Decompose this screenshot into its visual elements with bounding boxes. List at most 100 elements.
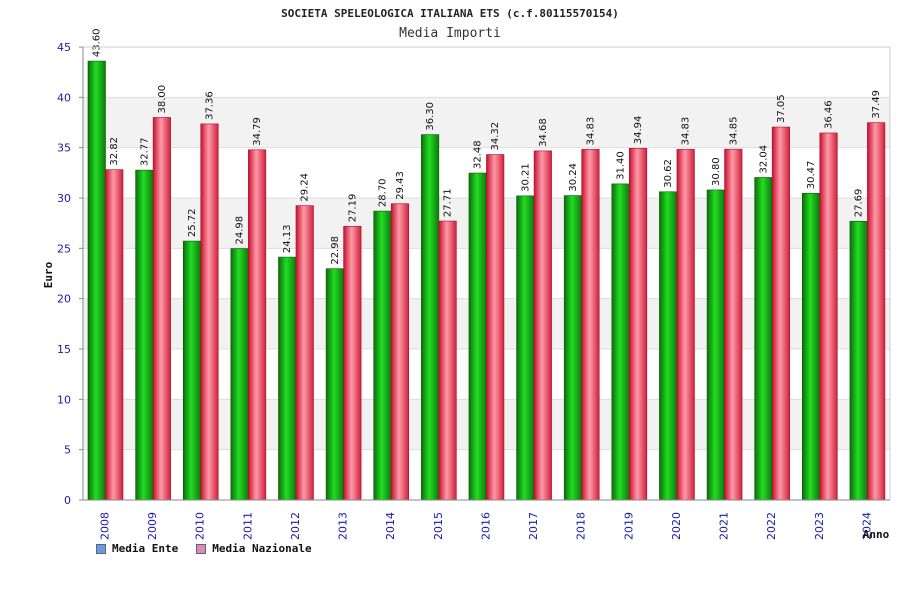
x-tick-label: 2020 bbox=[670, 512, 683, 540]
data-label: 30.21 bbox=[520, 163, 531, 192]
bar-media-nazionale-2011 bbox=[248, 149, 267, 501]
y-tick-label: 20 bbox=[57, 293, 71, 306]
data-label: 24.98 bbox=[235, 216, 246, 245]
bar-media-ente-2023 bbox=[801, 192, 821, 501]
y-tick-label: 25 bbox=[57, 242, 71, 255]
bar-media-ente-2016 bbox=[468, 172, 487, 501]
bars bbox=[87, 60, 886, 501]
data-label: 32.77 bbox=[139, 137, 150, 166]
bar-media-nazionale-2017 bbox=[533, 150, 552, 501]
x-tick-label: 2023 bbox=[813, 512, 826, 540]
data-label: 34.68 bbox=[538, 118, 549, 147]
data-label: 28.70 bbox=[377, 178, 388, 207]
bar-media-ente-2014 bbox=[373, 210, 392, 501]
bar-media-ente-2008 bbox=[87, 60, 106, 501]
x-tick-label: 2010 bbox=[194, 512, 207, 540]
chart-subtitle: Media Importi bbox=[399, 26, 501, 41]
bar-media-ente-2009 bbox=[135, 169, 154, 501]
legend-label-media-nazionale: Media Nazionale bbox=[212, 542, 312, 555]
x-tick-label: 2009 bbox=[146, 512, 159, 540]
x-tick-label: 2018 bbox=[575, 512, 588, 540]
data-label: 34.83 bbox=[681, 117, 692, 146]
data-label: 30.62 bbox=[663, 159, 674, 188]
y-axis-label: Euro bbox=[42, 261, 55, 288]
legend: Media Ente Media Nazionale bbox=[96, 542, 312, 555]
bar-media-nazionale-2010 bbox=[200, 123, 219, 501]
x-tick-label: 2022 bbox=[765, 512, 778, 540]
data-label: 37.05 bbox=[776, 94, 787, 123]
bar-media-ente-2020 bbox=[659, 191, 678, 501]
data-label: 30.24 bbox=[568, 163, 579, 192]
bar-media-nazionale-2016 bbox=[486, 154, 505, 501]
bar-media-ente-2010 bbox=[182, 240, 202, 501]
y-tick-label: 10 bbox=[57, 393, 71, 406]
bar-media-nazionale-2022 bbox=[771, 126, 790, 501]
bar-media-ente-2015 bbox=[421, 134, 440, 501]
x-tick-label: 2015 bbox=[432, 512, 445, 540]
data-label: 27.19 bbox=[347, 194, 358, 223]
data-label: 34.79 bbox=[252, 117, 263, 146]
bar-media-nazionale-2023 bbox=[819, 132, 838, 501]
chart-title: SOCIETA SPELEOLOGICA ITALIANA ETS (c.f.8… bbox=[281, 7, 619, 20]
x-tick-label: 2013 bbox=[337, 512, 350, 540]
bar-media-ente-2012 bbox=[278, 256, 297, 501]
data-labels: 43.60 32.82 32.77 38.00 25.72 37.36 24.98 34.79… bbox=[92, 28, 882, 264]
data-label: 29.24 bbox=[300, 173, 311, 202]
y-tick-label: 30 bbox=[57, 192, 71, 205]
y-tick-label: 35 bbox=[57, 142, 71, 155]
data-label: 30.80 bbox=[711, 157, 722, 186]
bar-media-nazionale-2021 bbox=[724, 148, 743, 501]
data-label: 34.83 bbox=[585, 117, 596, 146]
bar-media-ente-2024 bbox=[849, 220, 868, 501]
bar-media-ente-2011 bbox=[230, 248, 249, 501]
bar-media-ente-2021 bbox=[706, 189, 725, 501]
data-label: 34.32 bbox=[490, 122, 501, 151]
bar-media-ente-2019 bbox=[611, 183, 630, 501]
data-label: 27.69 bbox=[854, 189, 865, 218]
x-tick-label: 2008 bbox=[99, 512, 112, 540]
bar-media-nazionale-2014 bbox=[390, 203, 410, 501]
y-tick-label: 45 bbox=[57, 41, 71, 54]
data-label: 32.04 bbox=[758, 145, 769, 174]
legend-swatch-media-nazionale bbox=[196, 543, 207, 554]
data-label: 27.71 bbox=[443, 188, 454, 217]
bar-media-ente-2013 bbox=[325, 268, 344, 501]
legend-item-media-nazionale: Media Nazionale bbox=[196, 542, 312, 555]
data-label: 37.49 bbox=[871, 90, 882, 119]
data-label: 25.72 bbox=[187, 208, 198, 237]
data-label: 29.43 bbox=[395, 171, 406, 200]
data-label: 32.82 bbox=[109, 137, 120, 166]
x-tick-label: 2014 bbox=[384, 512, 397, 540]
bar-media-nazionale-2020 bbox=[676, 149, 695, 501]
bar-media-nazionale-2013 bbox=[343, 225, 362, 501]
legend-item-media-ente: Media Ente bbox=[96, 542, 178, 555]
bar-media-nazionale-2009 bbox=[152, 117, 171, 501]
data-label: 36.46 bbox=[824, 100, 835, 129]
data-label: 31.40 bbox=[616, 151, 627, 180]
y-tick-label: 5 bbox=[64, 444, 71, 457]
data-label: 30.47 bbox=[806, 161, 817, 190]
bar-media-nazionale-2012 bbox=[295, 205, 314, 501]
data-label: 36.30 bbox=[425, 102, 436, 131]
legend-label-media-ente: Media Ente bbox=[112, 542, 179, 555]
data-label: 22.98 bbox=[330, 236, 341, 265]
data-label: 43.60 bbox=[92, 28, 103, 57]
data-label: 24.13 bbox=[282, 224, 293, 253]
data-label: 37.36 bbox=[204, 91, 215, 120]
data-label: 32.48 bbox=[473, 140, 484, 169]
bar-media-nazionale-2024 bbox=[867, 122, 886, 501]
x-tick-label: 2012 bbox=[289, 512, 302, 540]
bar-media-ente-2017 bbox=[516, 195, 535, 501]
bar-media-ente-2022 bbox=[754, 177, 773, 501]
data-label: 34.85 bbox=[728, 117, 739, 146]
x-tick-label: 2017 bbox=[527, 512, 540, 540]
bar-media-nazionale-2018 bbox=[581, 149, 600, 501]
y-tick-label: 40 bbox=[57, 91, 71, 104]
x-tick-label: 2011 bbox=[241, 512, 254, 540]
bar-media-nazionale-2015 bbox=[438, 220, 457, 501]
legend-swatch-media-ente bbox=[96, 543, 106, 554]
bar-media-nazionale-2019 bbox=[629, 147, 648, 501]
bar-media-nazionale-2008 bbox=[105, 169, 124, 501]
x-tick-label: 2021 bbox=[718, 512, 731, 540]
